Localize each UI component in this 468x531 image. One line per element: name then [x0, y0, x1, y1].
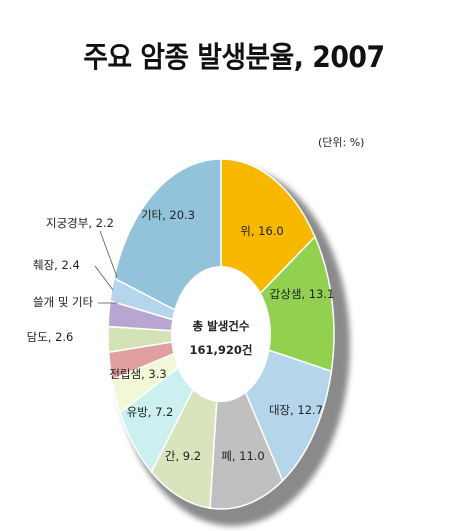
- slice-label-4: 폐, 11.0: [221, 449, 265, 463]
- slice-label-1: 위, 16.0: [240, 224, 284, 238]
- unit-label: (단위: %): [318, 136, 365, 149]
- leaders-group: [94, 230, 118, 304]
- slice-label-5: 간, 9.2: [165, 449, 201, 463]
- leader-line-11: [99, 230, 118, 278]
- slice-label-8: 담도, 2.6: [27, 330, 74, 344]
- slice-label-6: 유방, 7.2: [127, 405, 174, 419]
- slice-label-11: 지궁경부, 2.2: [46, 216, 114, 230]
- center-label-line1: 총 발생건수: [193, 319, 250, 333]
- slice-label-10: 췌장, 2.4: [33, 258, 80, 272]
- donut-hole: [171, 266, 271, 402]
- slice-label-12: 기타, 20.3: [141, 208, 195, 222]
- slice-label-7: 전립샘, 3.3: [109, 367, 166, 381]
- slice-label-2: 갑상샘, 13.1: [270, 287, 335, 301]
- slice-label-3: 대장, 12.7: [269, 403, 323, 417]
- labels-group: 위, 16.0 갑상샘, 13.1 대장, 12.7 폐, 11.0 간, 9.2 유방,…: [27, 208, 335, 463]
- leader-line-10: [94, 265, 114, 291]
- center-label-line2: 161,920건: [190, 343, 253, 357]
- chart-title: 주요 암종 발생분율, 2007: [83, 40, 385, 74]
- slice-label-9: 쓸개 및 기타: [33, 295, 94, 309]
